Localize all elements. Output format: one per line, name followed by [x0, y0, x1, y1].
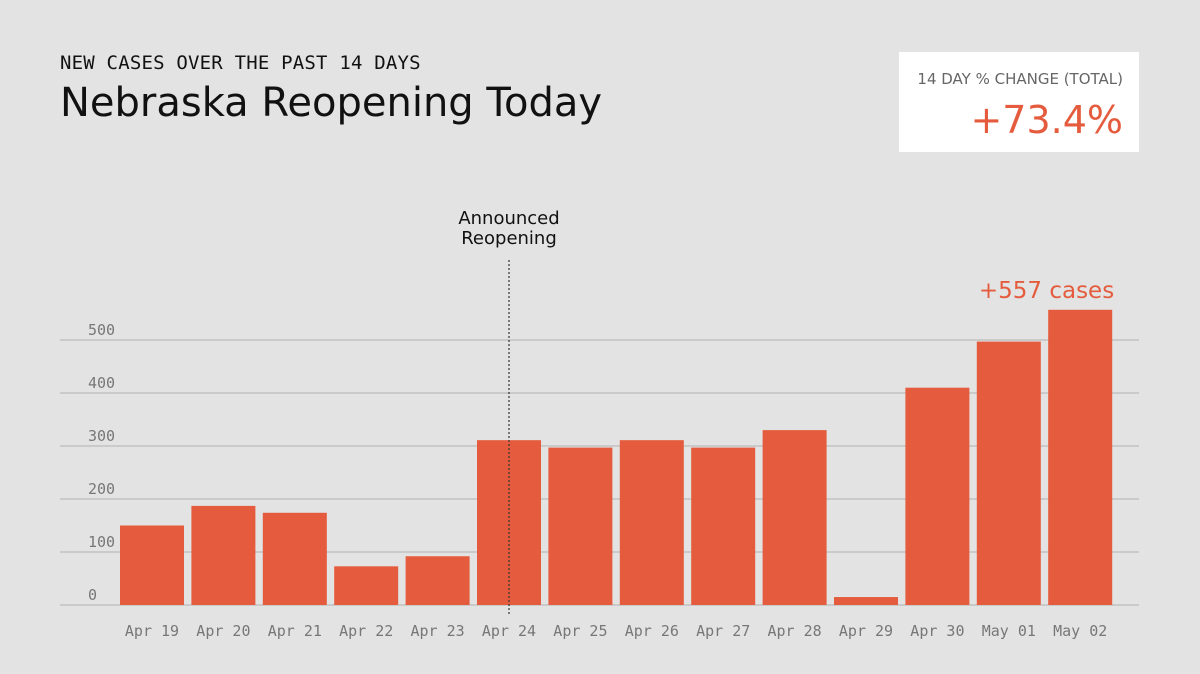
chart-title: Nebraska Reopening Today — [60, 80, 603, 126]
x-tick-label: Apr 25 — [553, 622, 607, 640]
x-tick-label: May 01 — [982, 622, 1036, 640]
y-tick-label: 400 — [88, 374, 115, 392]
y-tick-label: 200 — [88, 480, 115, 498]
x-tick-label: Apr 21 — [268, 622, 322, 640]
bar — [976, 341, 1041, 605]
x-tick-label: Apr 24 — [482, 622, 536, 640]
percent-change-value: +73.4% — [970, 98, 1123, 142]
bar — [334, 566, 399, 605]
bar — [762, 430, 827, 605]
bar — [548, 447, 613, 605]
reopening-annotation: Announced — [458, 208, 559, 229]
x-tick-label: Apr 23 — [411, 622, 465, 640]
x-tick-label: Apr 30 — [910, 622, 964, 640]
y-tick-label: 500 — [88, 321, 115, 339]
bar — [262, 512, 327, 605]
reopening-annotation: Reopening — [461, 228, 557, 249]
bar — [834, 597, 898, 605]
x-tick-label: Apr 22 — [339, 622, 393, 640]
bar — [1048, 309, 1113, 605]
percent-change-box: 14 DAY % CHANGE (TOTAL) +73.4% — [899, 52, 1139, 152]
percent-change-label: 14 DAY % CHANGE (TOTAL) — [917, 70, 1123, 88]
y-tick-label: 0 — [88, 586, 97, 604]
y-tick-label: 300 — [88, 427, 115, 445]
x-tick-label: Apr 28 — [768, 622, 822, 640]
y-tick-label: 100 — [88, 533, 115, 551]
bar — [120, 525, 184, 605]
peak-value-label: +557 cases — [979, 278, 1114, 304]
x-tick-label: May 02 — [1053, 622, 1107, 640]
bar — [691, 447, 756, 605]
x-tick-label: Apr 20 — [196, 622, 250, 640]
chart-subtitle: NEW CASES OVER THE PAST 14 DAYS — [60, 52, 421, 74]
bar — [905, 387, 970, 605]
x-tick-label: Apr 19 — [125, 622, 179, 640]
x-tick-label: Apr 27 — [696, 622, 750, 640]
x-tick-label: Apr 26 — [625, 622, 679, 640]
bar — [619, 440, 684, 605]
bar — [191, 505, 256, 605]
x-tick-label: Apr 29 — [839, 622, 893, 640]
bar — [405, 556, 470, 605]
